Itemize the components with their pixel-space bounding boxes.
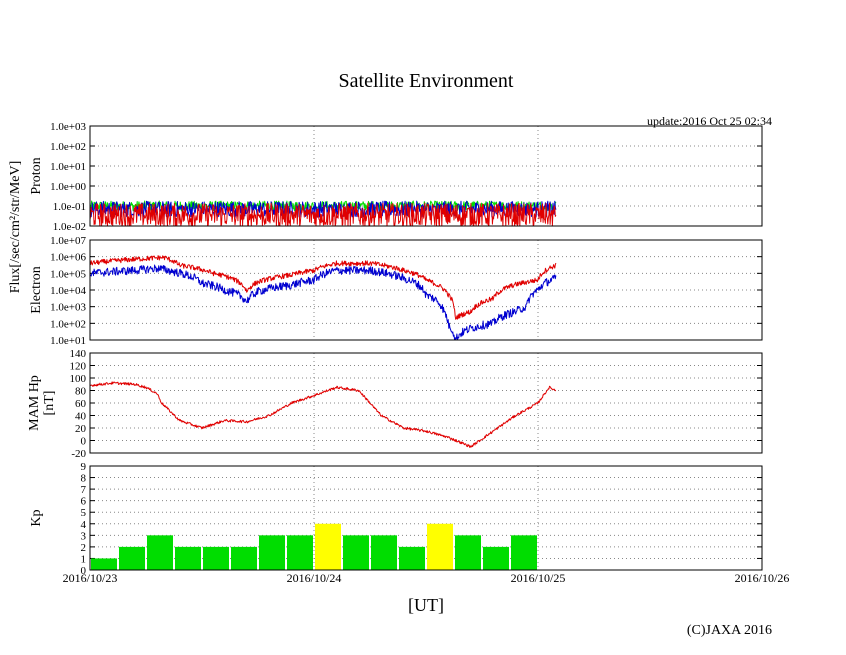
kp-bar [455, 535, 481, 570]
y-axis-label: Kp [29, 509, 44, 526]
y-tick-label: 1.0e+06 [50, 252, 86, 264]
series-line-red [89, 381, 557, 448]
panel-frame [89, 352, 763, 454]
y-tick-label: 1.0e+01 [50, 335, 86, 347]
x-axis-ticks: 2016/10/23 2016/10/24 2016/10/25 2016/10/26 [63, 571, 790, 585]
kp-bar [175, 546, 201, 570]
y-tick-label: 8 [81, 473, 87, 485]
x-tick-label: 2016/10/25 [511, 571, 566, 585]
chart-panels: 1.0e-021.0e-011.0e+001.0e+011.0e+021.0e+… [27, 121, 763, 577]
y-tick-label: 1.0e+03 [50, 121, 86, 133]
y-tick-label: 1.0e+02 [50, 318, 86, 330]
kp-bar [231, 546, 257, 570]
y-tick-label: 5 [81, 507, 87, 519]
y-tick-label: 1.0e+04 [50, 285, 86, 297]
kp-bar [399, 546, 425, 570]
series-line-red [89, 202, 557, 227]
y-tick-label: 3 [81, 530, 87, 542]
y-tick-label: 0 [81, 565, 87, 577]
y-axis-label: MAM Hp[nT] [27, 375, 57, 431]
kp-bar [511, 535, 537, 570]
flux-axis-label: Flux[/sec/cm²/str/MeV] [8, 161, 23, 294]
kp-bar [427, 523, 453, 570]
kp-bar [483, 546, 509, 570]
kp-bar [203, 546, 229, 570]
kp-bar [343, 535, 369, 570]
y-tick-label: 100 [70, 373, 87, 385]
panel-frame [89, 465, 763, 571]
y-tick-label: 1.0e-01 [53, 201, 86, 213]
kp-bar [287, 535, 313, 570]
kp-bar [119, 546, 145, 570]
y-tick-label: 1 [81, 553, 87, 565]
y-axis-label: Proton [29, 157, 44, 194]
y-tick-label: 40 [75, 411, 87, 423]
panel-0: 1.0e-02 1.0e-01 1.0e+00 1.0e+01 1.0e+02 1.0e+… [29, 121, 763, 233]
y-tick-label: 1.0e+03 [50, 302, 86, 314]
series-line-blue [89, 264, 557, 341]
kp-bar [259, 535, 285, 570]
kp-bar [315, 523, 341, 570]
y-tick-label: 1.0e+00 [50, 181, 86, 193]
y-tick-label: 9 [81, 461, 87, 473]
update-timestamp: update:2016 Oct 25 02:34 [647, 114, 772, 128]
x-tick-label: 2016/10/26 [735, 571, 790, 585]
y-tick-label: 0 [81, 436, 87, 448]
kp-bar [147, 535, 173, 570]
y-tick-label: 1.0e-02 [53, 221, 86, 233]
series-line-red [89, 255, 557, 320]
kp-bar [91, 558, 117, 570]
x-tick-label: 2016/10/24 [287, 571, 342, 585]
y-tick-label: 1.0e+01 [50, 161, 86, 173]
panel-1: 1.0e+01 1.0e+02 1.0e+03 1.0e+04 1.0e+05 1.0e+… [29, 235, 763, 347]
y-tick-label: 140 [70, 348, 87, 360]
x-tick-label: 2016/10/23 [63, 571, 118, 585]
y-tick-label: -20 [71, 448, 86, 460]
y-tick-label: 20 [75, 423, 87, 435]
kp-bar [371, 535, 397, 570]
panel-frame [89, 125, 763, 227]
y-tick-label: 120 [70, 361, 87, 373]
y-tick-label: 4 [81, 519, 87, 531]
y-tick-label: 7 [81, 484, 87, 496]
y-tick-label: 60 [75, 398, 87, 410]
y-tick-label: 80 [75, 386, 87, 398]
panel-frame [89, 239, 763, 341]
y-tick-label: 6 [81, 496, 87, 508]
x-axis-label: [UT] [408, 595, 444, 615]
copyright: (C)JAXA 2016 [687, 623, 772, 638]
chart-title: Satellite Environment [339, 70, 514, 92]
y-axis-label: Electron [29, 266, 44, 313]
y-tick-label: 1.0e+05 [50, 268, 86, 280]
y-tick-label: 1.0e+07 [50, 235, 86, 247]
y-tick-label: 2 [81, 542, 87, 554]
y-tick-label: 1.0e+02 [50, 141, 86, 153]
